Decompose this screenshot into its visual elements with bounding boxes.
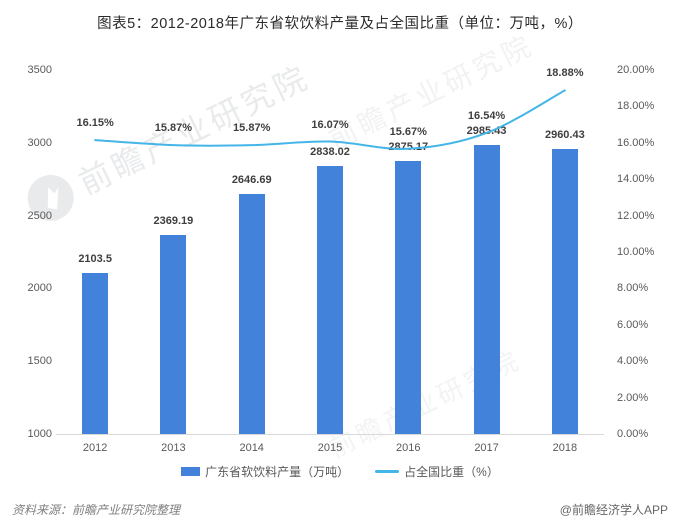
legend-item-ratio: 占全国比重（%） [375, 463, 499, 480]
bar-value-label: 2838.02 [310, 146, 350, 159]
ratio-point-label: 16.15% [76, 117, 114, 130]
bar-2015 [317, 166, 343, 434]
ratio-point-label: 16.54% [467, 109, 506, 122]
bar-value-label: 2369.19 [153, 214, 194, 227]
legend-label-ratio: 占全国比重（%） [404, 465, 499, 479]
bar-2012 [82, 273, 109, 434]
source-note: 资料来源：前瞻产业研究院整理 [12, 503, 181, 517]
right-axis-tick: 2.00% [617, 391, 649, 404]
bar-2014 [238, 194, 265, 434]
ratio-point-label: 15.67% [389, 125, 427, 138]
bar-series-swatch [181, 467, 201, 476]
bar-2017 [473, 144, 500, 434]
x-axis-label: 2012 [82, 442, 108, 454]
left-axis-tick: 1000 [27, 428, 52, 440]
x-axis-label: 2014 [239, 442, 264, 454]
right-axis-tick: 12.00% [617, 209, 655, 222]
right-axis-tick: 16.00% [617, 136, 655, 149]
x-axis-label: 2016 [396, 442, 421, 454]
watermark: 前瞻产业研究院 [20, 52, 317, 228]
right-axis-tick: 10.00% [617, 246, 655, 258]
right-axis-tick: 6.00% [617, 318, 649, 331]
bar-2013 [160, 234, 187, 434]
ratio-point-label: 15.87% [233, 122, 271, 135]
left-axis-tick: 3000 [27, 136, 52, 149]
ratio-point-label: 16.07% [311, 118, 349, 131]
left-axis-tick: 3500 [27, 64, 52, 76]
x-axis-label: 2018 [552, 442, 578, 454]
bar-value-label: 2960.43 [544, 128, 585, 141]
x-axis-label: 2017 [474, 442, 499, 454]
right-axis-tick: 4.00% [617, 355, 649, 368]
bar-value-label: 2103.5 [78, 253, 112, 266]
bar-value-label: 2875.17 [388, 140, 429, 153]
x-axis-line [56, 434, 604, 435]
bar-2016 [395, 160, 422, 434]
x-axis-label: 2015 [317, 442, 343, 454]
brand-credit: @前瞻经济学人APP [559, 503, 668, 517]
right-axis-tick: 14.00% [617, 173, 655, 186]
ratio-point-label: 15.87% [154, 122, 193, 135]
ratio-point-label: 18.88% [546, 67, 584, 80]
bar-value-label: 2646.69 [231, 174, 272, 187]
legend: 广东省软饮料产量（万吨） 占全国比重（%） [0, 463, 680, 480]
right-axis-tick: 0.00% [617, 428, 649, 440]
bar-2018 [551, 148, 578, 434]
bar-value-label: 2985.43 [466, 124, 507, 137]
left-axis-tick: 1500 [27, 355, 52, 368]
legend-item-production: 广东省软饮料产量（万吨） [181, 463, 349, 480]
footer: 资料来源：前瞻产业研究院整理 @前瞻经济学人APP [0, 501, 680, 518]
right-axis-tick: 8.00% [617, 282, 649, 295]
legend-label-production: 广东省软饮料产量（万吨） [205, 465, 350, 479]
line-series-swatch [375, 470, 400, 473]
x-axis-label: 2013 [161, 442, 186, 454]
right-axis-tick: 20.00% [617, 64, 655, 76]
right-axis-tick: 18.00% [617, 100, 655, 113]
chart-title: 图表5：2012-2018年广东省软饮料产量及占全国比重（单位：万吨，%） [97, 16, 583, 32]
left-axis-tick: 2000 [27, 282, 52, 295]
left-axis-tick: 2500 [27, 209, 52, 222]
